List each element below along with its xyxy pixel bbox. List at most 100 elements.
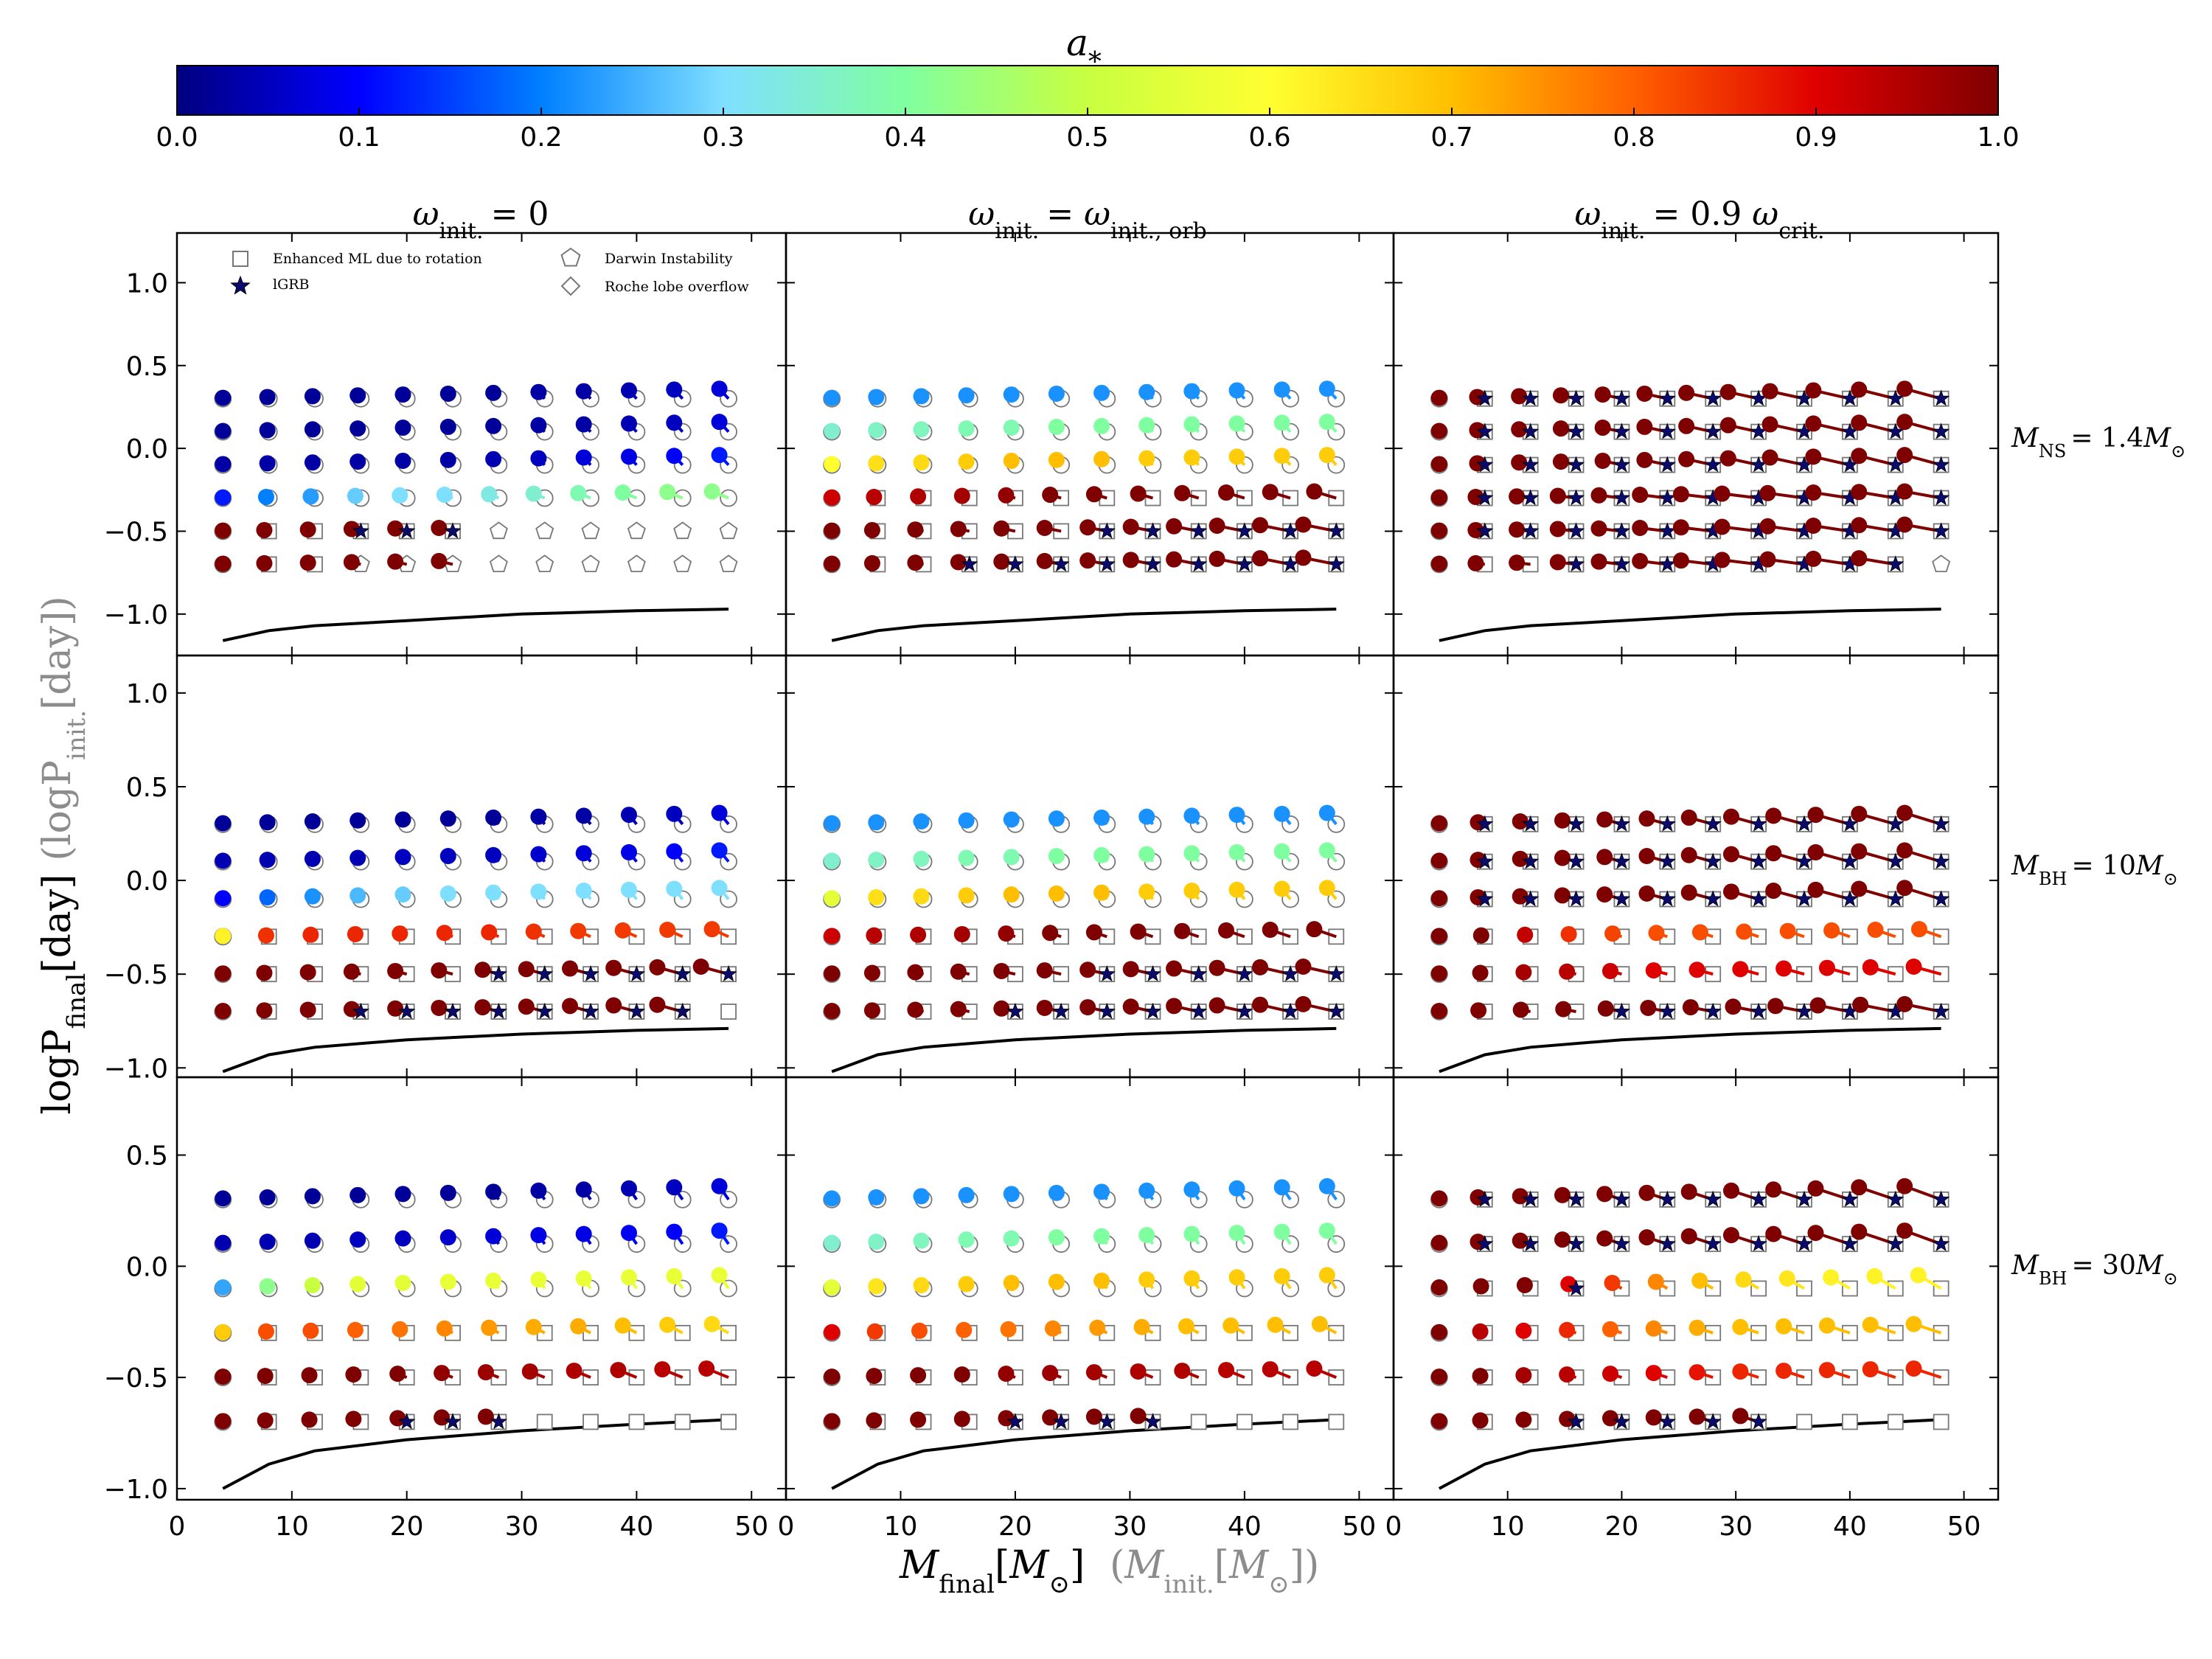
final-point bbox=[1273, 1267, 1290, 1284]
final-point bbox=[1472, 964, 1489, 981]
final-point bbox=[1430, 890, 1447, 907]
final-point bbox=[1430, 1234, 1447, 1251]
final-point bbox=[1183, 416, 1200, 433]
lgrb-star bbox=[1098, 522, 1116, 539]
final-point bbox=[1596, 886, 1613, 903]
final-point bbox=[215, 555, 232, 572]
legend-star-marker bbox=[230, 275, 251, 295]
final-point bbox=[910, 1367, 927, 1384]
final-point bbox=[711, 447, 728, 464]
final-point bbox=[304, 1232, 321, 1249]
final-point bbox=[614, 484, 631, 501]
final-point bbox=[907, 1001, 924, 1018]
final-point bbox=[1554, 1186, 1571, 1203]
final-point bbox=[439, 1273, 456, 1290]
final-point bbox=[1138, 1271, 1155, 1288]
final-point bbox=[1430, 1190, 1447, 1207]
final-point bbox=[610, 1362, 627, 1379]
x-tick-label: 10 bbox=[275, 1512, 309, 1542]
lgrb-star bbox=[1750, 890, 1767, 907]
final-point bbox=[302, 488, 319, 505]
final-point bbox=[1682, 999, 1699, 1016]
final-point bbox=[1183, 1225, 1200, 1242]
final-point bbox=[1632, 552, 1649, 569]
final-point bbox=[1805, 448, 1822, 465]
final-point bbox=[215, 1413, 232, 1430]
final-point bbox=[1512, 1001, 1529, 1018]
final-point bbox=[1262, 484, 1279, 501]
final-point bbox=[1174, 484, 1191, 501]
final-point bbox=[1732, 1318, 1749, 1335]
final-point bbox=[1511, 454, 1528, 471]
final-point bbox=[1601, 1410, 1618, 1427]
final-point bbox=[1003, 386, 1020, 403]
final-point bbox=[913, 1232, 930, 1249]
final-point bbox=[1166, 960, 1183, 977]
final-point bbox=[1183, 1270, 1200, 1287]
final-point bbox=[866, 927, 883, 944]
lgrb-star bbox=[1476, 522, 1494, 539]
final-point bbox=[1636, 451, 1653, 468]
darwin-marker bbox=[673, 521, 692, 540]
row-label-bh30: MBH = 30M⊙ bbox=[2011, 1251, 2178, 1289]
lgrb-star bbox=[1933, 852, 1950, 869]
lgrb-star bbox=[1476, 389, 1494, 406]
final-point bbox=[1166, 518, 1183, 535]
colorbar-gradient bbox=[176, 65, 1999, 116]
final-point bbox=[868, 888, 885, 905]
final-point bbox=[1807, 881, 1824, 898]
lgrb-star bbox=[674, 1002, 692, 1019]
final-point bbox=[349, 420, 366, 437]
final-point bbox=[1512, 1188, 1528, 1205]
final-point bbox=[1093, 1183, 1110, 1200]
final-point bbox=[1807, 844, 1824, 860]
final-point bbox=[907, 964, 924, 981]
lgrb-star bbox=[1704, 1235, 1722, 1252]
lgrb-star bbox=[444, 1002, 462, 1019]
y-tick-label: −0.5 bbox=[104, 1363, 168, 1394]
final-point bbox=[1636, 418, 1653, 435]
final-point bbox=[1759, 518, 1776, 535]
final-point bbox=[1122, 961, 1139, 978]
final-point bbox=[349, 812, 366, 829]
lgrb-star bbox=[1613, 890, 1631, 907]
final-point bbox=[1905, 1315, 1922, 1332]
final-point bbox=[474, 961, 491, 978]
final-point bbox=[958, 1276, 975, 1293]
final-point bbox=[1636, 385, 1653, 402]
lgrb-star bbox=[1704, 389, 1722, 406]
final-point bbox=[1905, 959, 1922, 975]
final-point bbox=[1719, 383, 1736, 400]
lgrb-star bbox=[1522, 489, 1540, 506]
final-point bbox=[1089, 1319, 1106, 1336]
final-point bbox=[485, 417, 502, 434]
final-point bbox=[1430, 1368, 1447, 1385]
final-point bbox=[1093, 417, 1110, 434]
final-point bbox=[1048, 1229, 1065, 1246]
final-point bbox=[302, 926, 319, 943]
lgrb-star bbox=[1567, 1235, 1585, 1252]
panel-frame bbox=[1392, 1076, 2000, 1501]
final-point bbox=[824, 555, 841, 572]
final-point bbox=[1295, 995, 1312, 1012]
final-point bbox=[1042, 925, 1059, 942]
final-point bbox=[530, 883, 547, 900]
lgrb-star bbox=[1052, 1413, 1070, 1430]
lgrb-star bbox=[398, 1413, 416, 1430]
final-point bbox=[863, 521, 880, 538]
final-point bbox=[1823, 922, 1840, 939]
final-point bbox=[343, 1001, 360, 1018]
final-point bbox=[257, 1412, 274, 1429]
enhanced-ml-marker bbox=[1282, 1413, 1298, 1430]
final-point bbox=[1228, 448, 1245, 465]
final-point bbox=[1048, 1273, 1065, 1290]
final-point bbox=[824, 1279, 841, 1295]
final-point bbox=[1775, 1363, 1792, 1380]
final-point bbox=[1559, 1411, 1576, 1427]
final-point bbox=[1805, 382, 1822, 399]
final-point bbox=[304, 850, 321, 867]
x-tick-label: 40 bbox=[1228, 1512, 1262, 1542]
final-point bbox=[485, 846, 502, 863]
final-point bbox=[1672, 519, 1689, 536]
final-point bbox=[1042, 487, 1059, 504]
